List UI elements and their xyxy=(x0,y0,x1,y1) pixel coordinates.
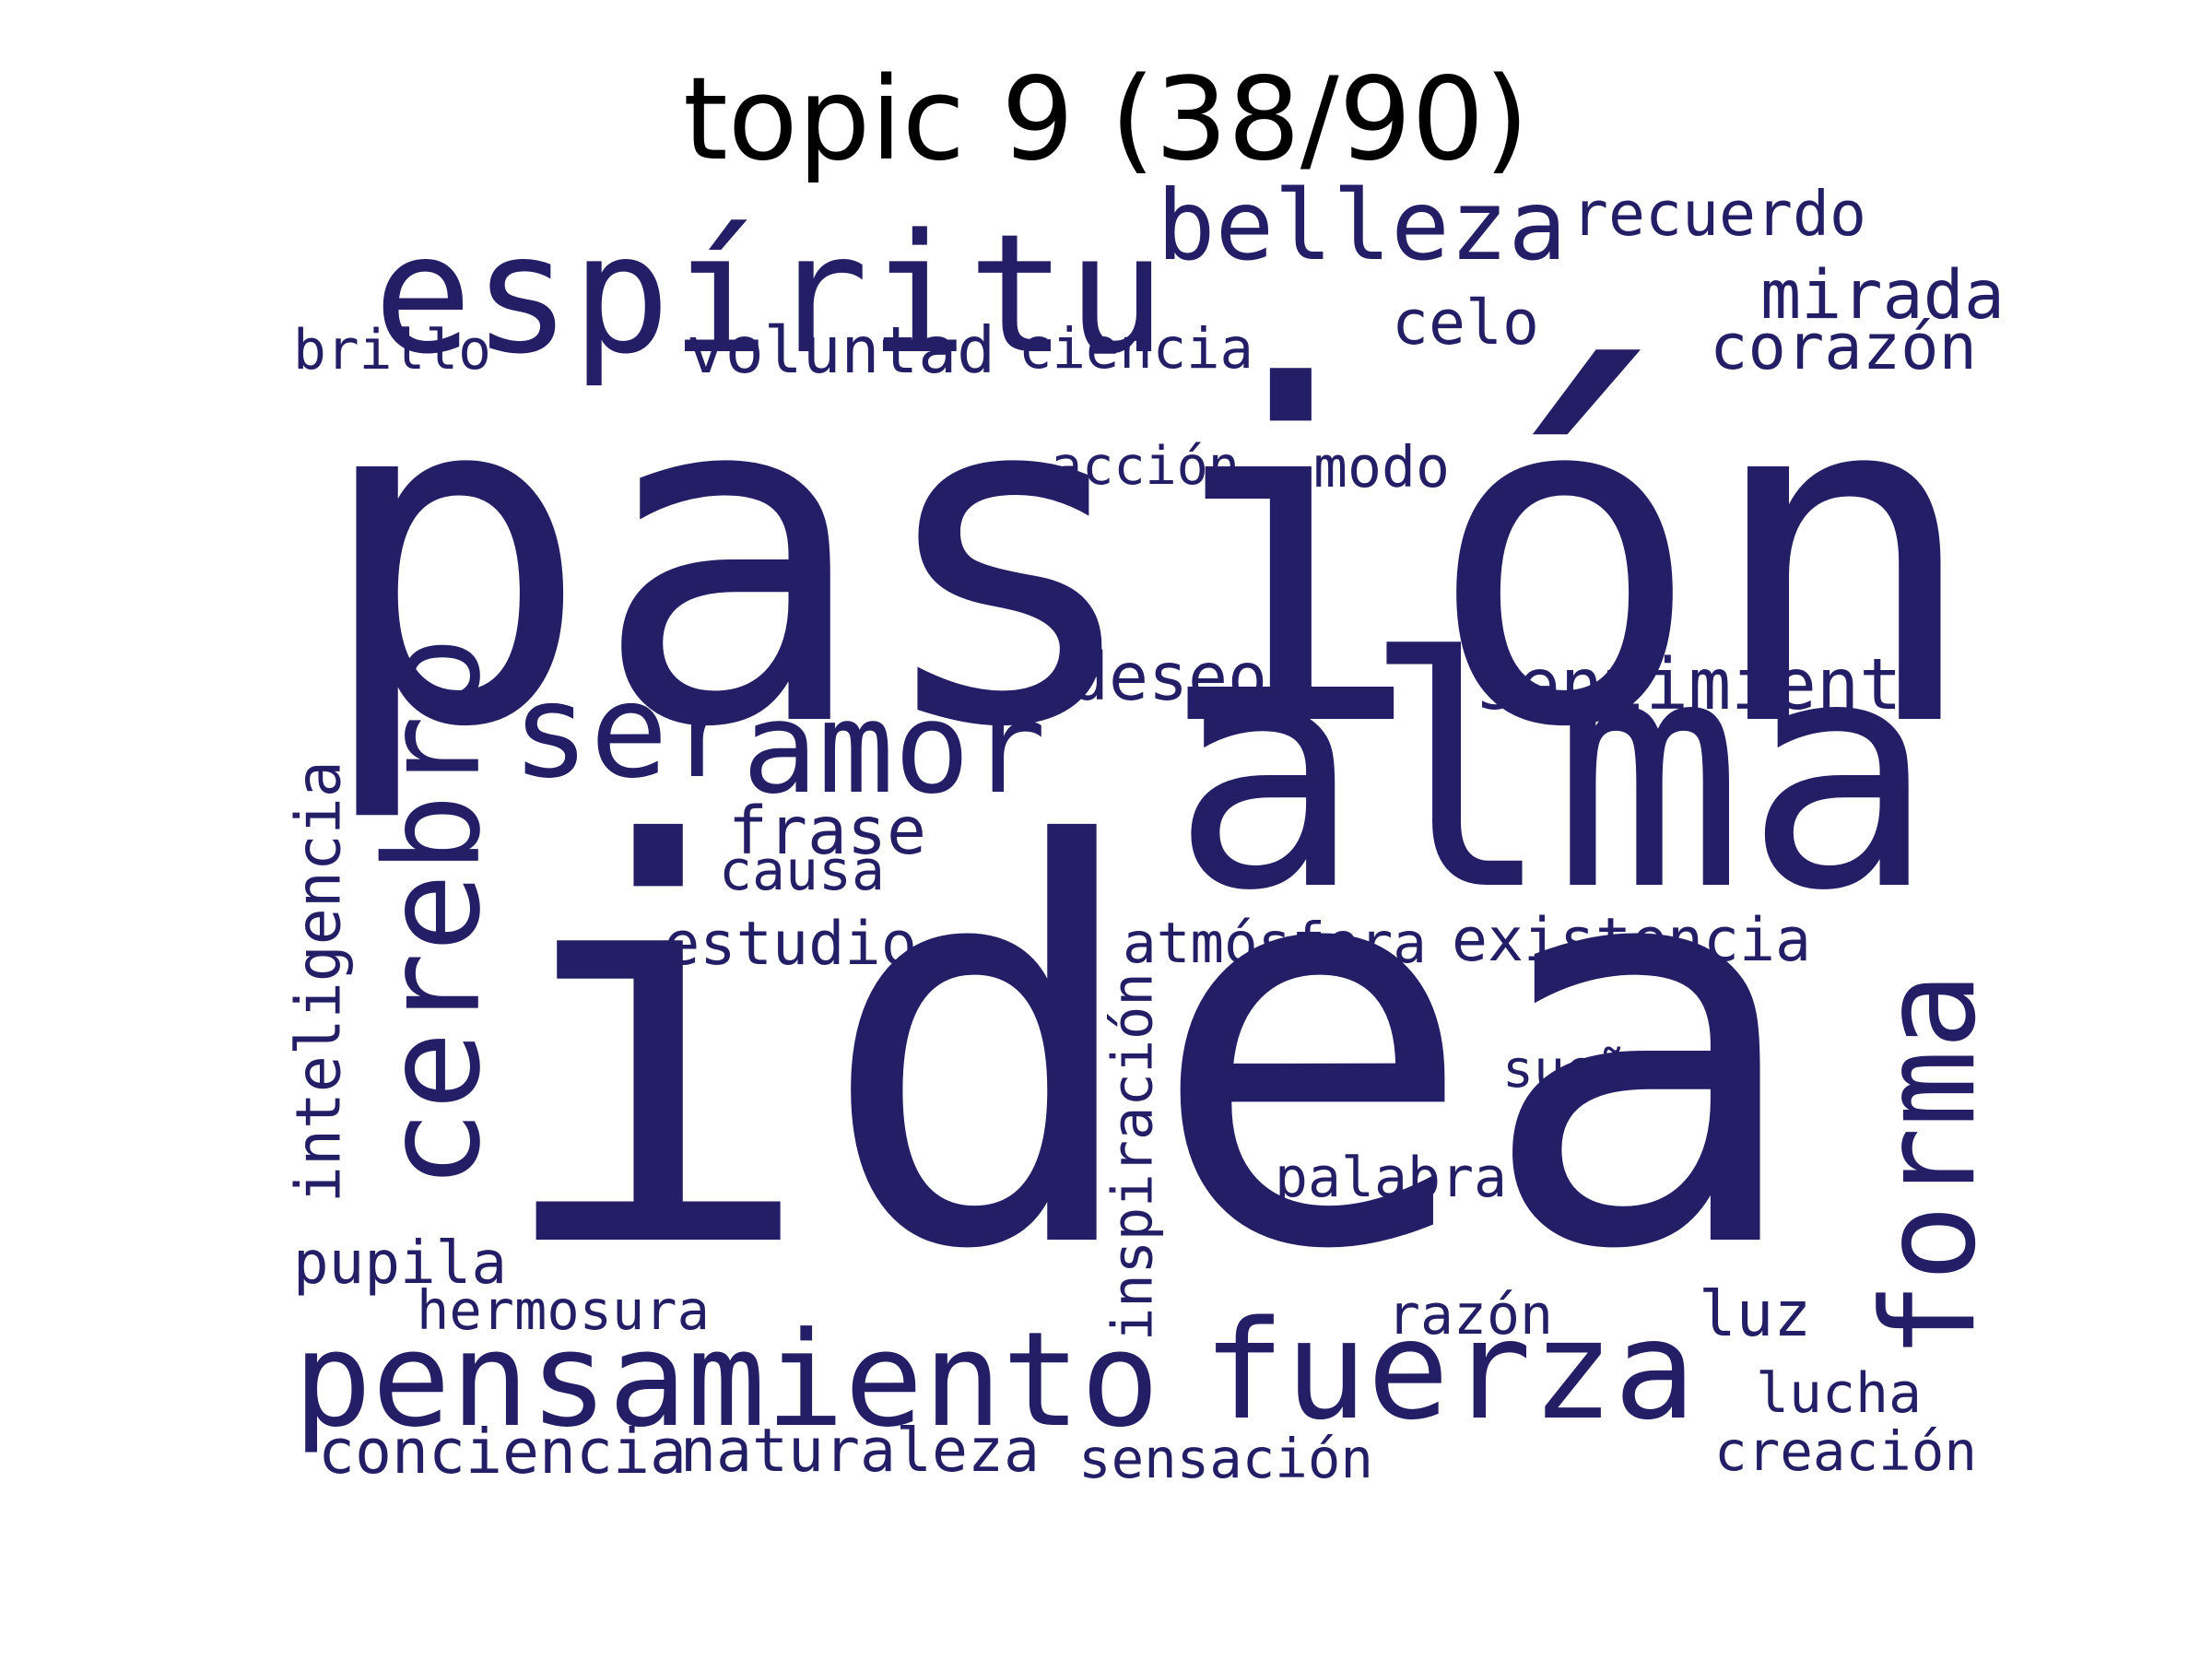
word-cerebro: cerebro xyxy=(356,636,510,1189)
word-pasion: pasión xyxy=(313,290,1982,829)
word-belleza: belleza xyxy=(1157,169,1567,283)
word-pensamiento: pensamiento xyxy=(293,1303,1159,1456)
word-ciencia: ciencia xyxy=(1018,316,1253,382)
word-forma: forma xyxy=(1853,972,2005,1359)
word-idea: idea xyxy=(488,732,1806,1370)
word-inteligencia: inteligencia xyxy=(282,760,355,1203)
word-voluntad: voluntad xyxy=(687,313,995,389)
word-luz: luz xyxy=(1699,1277,1811,1351)
word-estudio: estudio xyxy=(664,909,917,980)
word-causa: causa xyxy=(719,839,885,903)
word-fuerza: fuerza xyxy=(1203,1291,1696,1451)
word-razon: razón xyxy=(1387,1283,1553,1347)
word-palabra: palabra xyxy=(1274,1146,1507,1211)
word-frase: frase xyxy=(728,793,926,870)
word-corazon: corazón xyxy=(1710,311,1977,385)
word-brillo: brillo xyxy=(293,319,491,383)
word-sensacion: sensación xyxy=(1078,1426,1373,1490)
word-naturaleza: naturaleza xyxy=(680,1417,1040,1487)
word-pupila: pupila xyxy=(293,1228,507,1298)
word-ser: ser xyxy=(512,656,747,808)
word-recuerdo: recuerdo xyxy=(1571,178,1866,251)
word-amor: amor xyxy=(742,676,1046,823)
word-alma: alma xyxy=(1171,591,1936,961)
word-sentimiento: sentimiento xyxy=(1475,644,1945,727)
word-atmosfera: atmósfera xyxy=(1123,910,1427,976)
word-lucha: lucha xyxy=(1756,1361,1922,1426)
word-existencia: existencia xyxy=(1452,905,1811,975)
word-sueno: sueño xyxy=(1502,1039,1659,1100)
word-mirada: mirada xyxy=(1760,256,2005,335)
word-modo: modo xyxy=(1313,435,1450,501)
word-accion: acción xyxy=(1051,435,1240,497)
figure-title: topic 9 (38/90) xyxy=(683,53,1529,186)
word-inspiracion: inspiración xyxy=(1100,972,1166,1341)
word-espiritu: espíritu xyxy=(373,198,1166,391)
word-conciencia: conciencia xyxy=(318,1415,687,1488)
word-hermosura: hermosura xyxy=(417,1279,710,1343)
word-creacion: creación xyxy=(1714,1419,1977,1484)
word-deseo: deseo xyxy=(1069,639,1267,716)
word-celo: celo xyxy=(1392,287,1539,359)
